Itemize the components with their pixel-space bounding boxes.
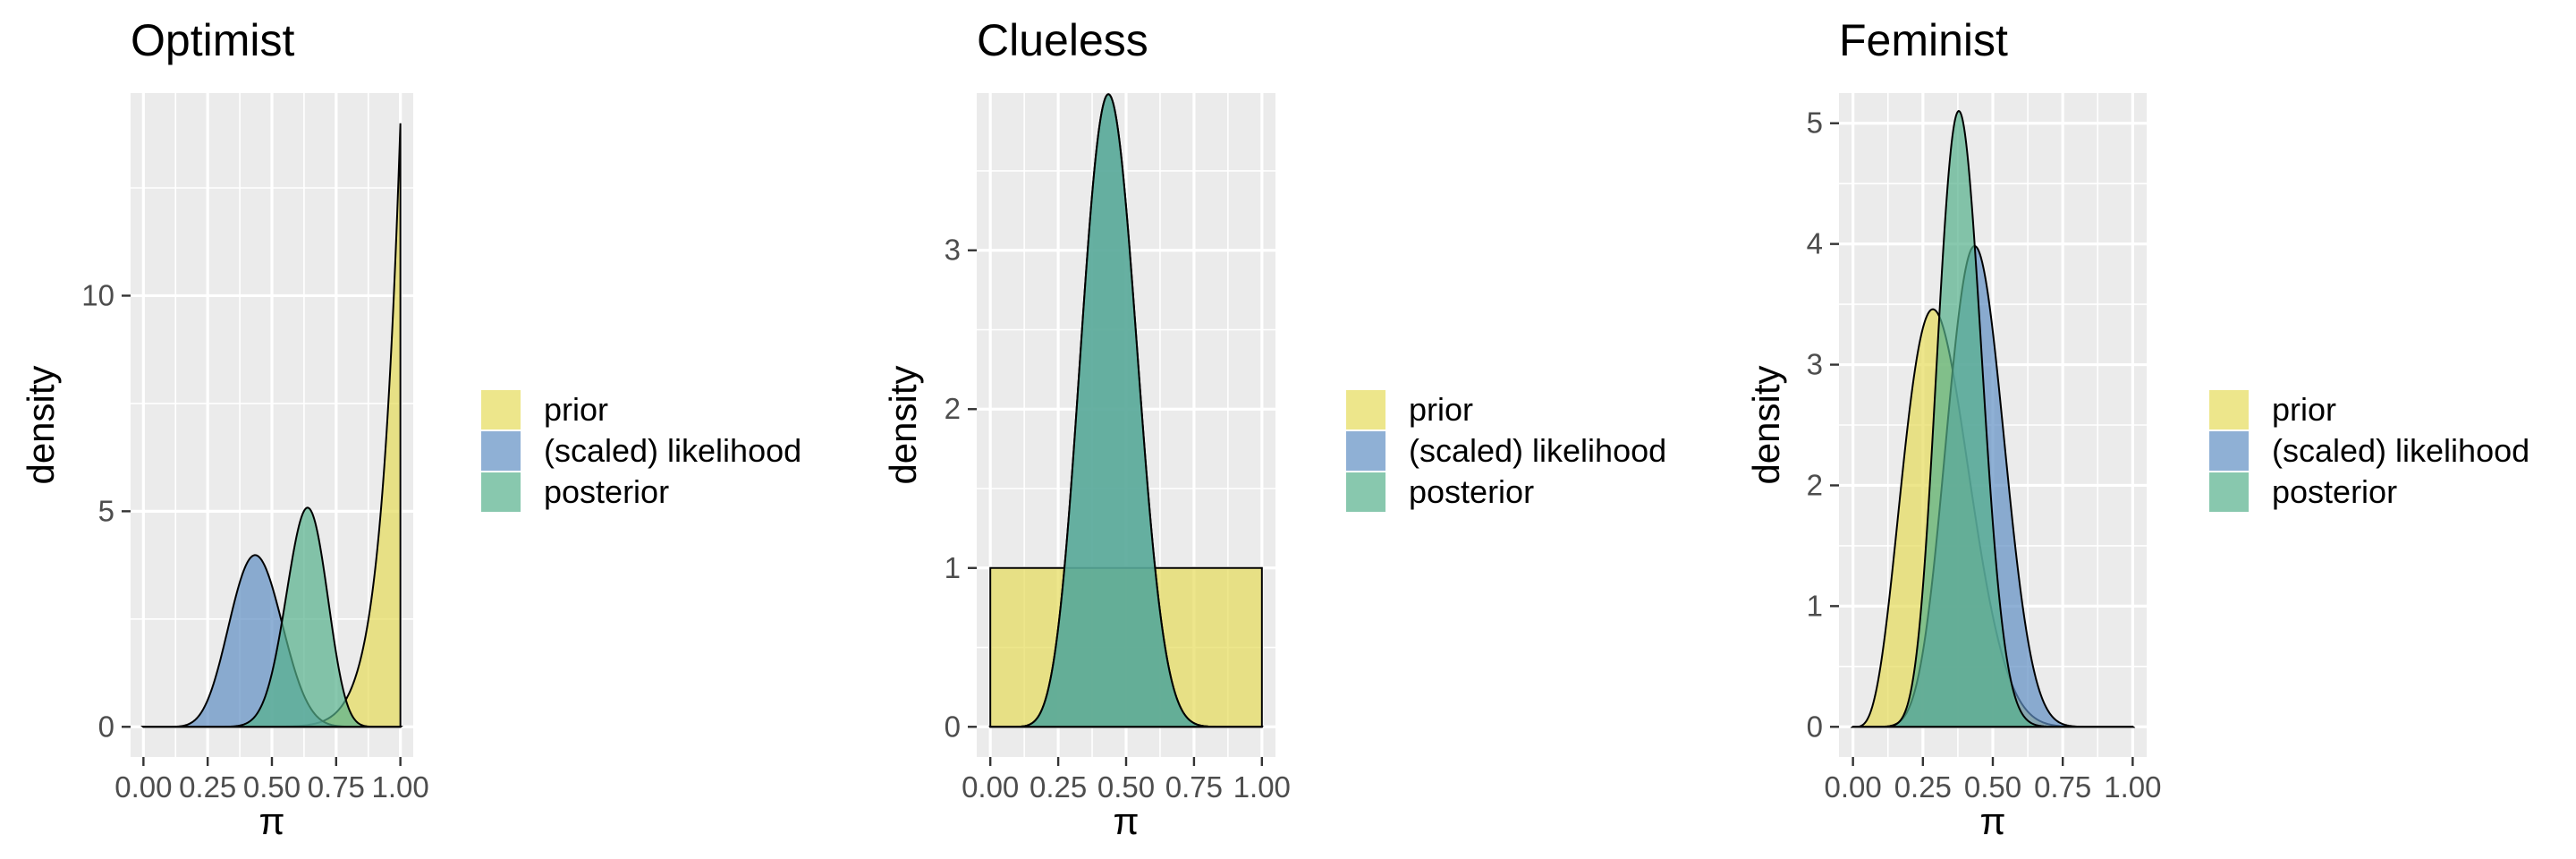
x-tick-label: 0.00 xyxy=(114,770,172,804)
panel-title: Clueless xyxy=(977,15,1148,65)
legend-label-likelihood: (scaled) likelihood xyxy=(1409,432,1666,469)
y-tick-label: 2 xyxy=(945,392,961,425)
density-posterior-area xyxy=(1852,110,2134,728)
y-tick-label: 2 xyxy=(1807,468,1823,501)
legend-key-prior xyxy=(1346,390,1385,430)
x-tick-label: 1.00 xyxy=(1233,770,1291,804)
legend-key-likelihood xyxy=(2209,431,2249,471)
x-axis-title: π xyxy=(259,800,285,842)
legend-key-posterior xyxy=(2209,472,2249,512)
y-axis-title: density xyxy=(20,365,62,484)
y-tick-label: 0 xyxy=(945,710,961,743)
x-tick-label: 0.25 xyxy=(179,770,236,804)
axes: 0.00 0.25 0.50 0.75 1.00 0 1 2 3 4 5 xyxy=(1807,106,2162,804)
legend: prior (scaled) likelihood posterior xyxy=(481,390,801,512)
legend-label-prior: prior xyxy=(2272,391,2336,428)
y-tick-label: 1 xyxy=(1807,589,1823,622)
x-tick-label: 0.50 xyxy=(1964,770,2021,804)
y-axis-title: density xyxy=(882,365,924,484)
x-tick-label: 0.25 xyxy=(1894,770,1952,804)
density-posterior-area xyxy=(140,506,403,728)
legend-key-prior xyxy=(2209,390,2249,430)
y-tick-label: 5 xyxy=(1807,106,1823,140)
panel-title: Feminist xyxy=(1839,15,2008,65)
x-tick-label: 0.00 xyxy=(1825,770,1882,804)
x-tick-label: 0.75 xyxy=(308,770,365,804)
y-tick-label: 3 xyxy=(945,234,961,267)
density-posterior-area xyxy=(989,93,1263,728)
legend-label-posterior: posterior xyxy=(1409,473,1534,510)
legend-key-prior xyxy=(481,390,521,430)
x-tick-label: 1.00 xyxy=(2104,770,2161,804)
legend-label-likelihood: (scaled) likelihood xyxy=(544,432,801,469)
x-tick-label: 0.50 xyxy=(243,770,301,804)
legend-key-likelihood xyxy=(1346,431,1385,471)
axes: 0.00 0.25 0.50 0.75 1.00 0 5 10 xyxy=(81,278,428,804)
legend-label-prior: prior xyxy=(1409,391,1473,428)
panel-feminist: 0.00 0.25 0.50 0.75 1.00 0 1 2 3 4 5 Feminist π densi… xyxy=(1745,15,2529,842)
y-axis-title: density xyxy=(1745,365,1787,484)
legend-label-prior: prior xyxy=(544,391,608,428)
x-tick-label: 0.25 xyxy=(1030,770,1087,804)
panel-optimist: 0.00 0.25 0.50 0.75 1.00 0 5 10 Optimist π density… xyxy=(20,15,801,842)
legend-label-posterior: posterior xyxy=(2272,473,2397,510)
y-tick-label: 4 xyxy=(1807,227,1823,260)
legend-label-posterior: posterior xyxy=(544,473,669,510)
x-axis-title: π xyxy=(1114,800,1140,842)
y-tick-label: 5 xyxy=(98,494,114,527)
panel-title: Optimist xyxy=(131,15,294,65)
y-tick-label: 0 xyxy=(98,710,114,743)
x-tick-label: 0.75 xyxy=(2034,770,2091,804)
legend: prior (scaled) likelihood posterior xyxy=(2209,390,2529,512)
y-tick-label: 3 xyxy=(1807,348,1823,381)
y-tick-label: 0 xyxy=(1807,710,1823,743)
panel-clueless: 0.00 0.25 0.50 0.75 1.00 0 1 2 3 Clueless π density… xyxy=(882,15,1666,842)
x-tick-label: 0.50 xyxy=(1097,770,1155,804)
legend-key-posterior xyxy=(481,472,521,512)
axes: 0.00 0.25 0.50 0.75 1.00 0 1 2 3 xyxy=(945,234,1291,804)
legend: prior (scaled) likelihood posterior xyxy=(1346,390,1666,512)
legend-key-posterior xyxy=(1346,472,1385,512)
x-tick-label: 0.75 xyxy=(1165,770,1223,804)
y-tick-label: 1 xyxy=(945,551,961,584)
legend-key-likelihood xyxy=(481,431,521,471)
x-tick-label: 1.00 xyxy=(372,770,429,804)
x-tick-label: 0.00 xyxy=(962,770,1019,804)
y-tick-label: 10 xyxy=(81,278,114,311)
x-axis-title: π xyxy=(1980,800,2006,842)
legend-label-likelihood: (scaled) likelihood xyxy=(2272,432,2529,469)
